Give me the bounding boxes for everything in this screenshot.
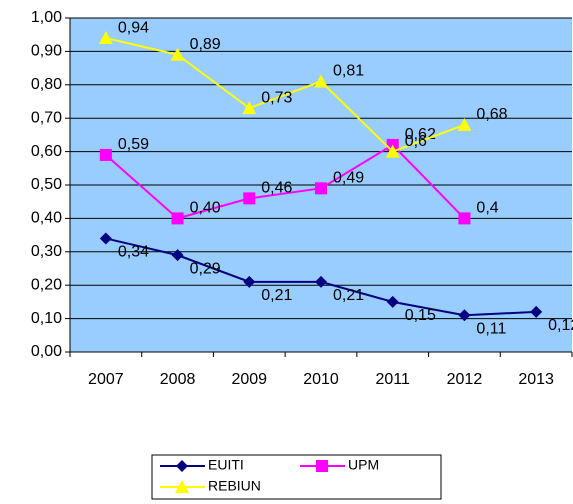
marker	[175, 480, 189, 493]
data-label: 0,34	[118, 244, 149, 261]
data-label: 0,29	[190, 260, 221, 277]
marker	[315, 182, 327, 195]
x-tick-label: 2011	[376, 371, 411, 388]
series-line	[105, 37, 465, 153]
marker	[171, 212, 184, 225]
data-label: 0,59	[118, 136, 149, 153]
legend-label: EUITI	[208, 457, 244, 473]
data-label: 0,15	[405, 307, 436, 324]
marker	[315, 275, 327, 288]
data-label: 0,68	[476, 106, 507, 123]
marker	[458, 212, 471, 225]
x-tick-label: 2012	[447, 371, 483, 388]
x-tick-label: 2013	[518, 371, 554, 388]
y-tick-label: 0,60	[31, 143, 62, 160]
marker	[530, 305, 543, 318]
x-tick-label: 2010	[303, 371, 339, 388]
x-tick-label: 2008	[160, 371, 196, 388]
y-tick-label: 0,80	[31, 76, 62, 93]
data-label: 0,12	[548, 317, 573, 334]
data-label: 0,49	[333, 170, 364, 187]
y-tick-label: 0,00	[31, 343, 62, 360]
y-tick-label: 0,70	[31, 109, 62, 126]
data-label: 0,11	[476, 320, 506, 337]
marker	[170, 47, 185, 61]
marker	[458, 309, 471, 322]
data-label: 0,81	[333, 63, 364, 80]
data-label: 0,21	[261, 287, 292, 304]
marker	[99, 232, 112, 245]
marker	[457, 117, 472, 131]
data-label: 0,94	[118, 19, 149, 36]
y-tick-label: 0,20	[31, 276, 62, 293]
y-tick-label: 0,40	[31, 210, 62, 227]
y-tick-label: 0,30	[31, 243, 62, 260]
series-line	[105, 143, 466, 220]
marker	[243, 275, 256, 288]
y-tick-label: 0,10	[31, 310, 62, 327]
data-label: 0,46	[261, 180, 292, 197]
legend-label: REBIUN	[208, 478, 261, 494]
data-label: 0,40	[190, 200, 221, 217]
marker	[176, 460, 188, 472]
legend-label: UPM	[348, 457, 379, 473]
marker	[314, 74, 328, 88]
marker	[243, 192, 256, 205]
marker	[242, 101, 257, 115]
marker	[386, 295, 399, 308]
y-tick-label: 0,90	[31, 43, 62, 60]
marker	[98, 31, 113, 45]
marker	[385, 144, 400, 158]
data-label: 0,21	[333, 287, 364, 304]
x-tick-label: 2009	[231, 371, 267, 388]
data-label: 0,4	[476, 200, 498, 217]
marker	[171, 249, 184, 262]
x-tick-label: 2007	[88, 371, 124, 388]
y-tick-label: 1,00	[31, 9, 62, 26]
data-label: 0,73	[261, 89, 292, 106]
data-label: 0,89	[190, 36, 221, 53]
marker	[99, 148, 112, 161]
y-tick-label: 0,50	[31, 176, 62, 193]
marker	[316, 460, 328, 472]
data-label: 0,6	[405, 133, 427, 150]
legend-box	[151, 454, 442, 500]
